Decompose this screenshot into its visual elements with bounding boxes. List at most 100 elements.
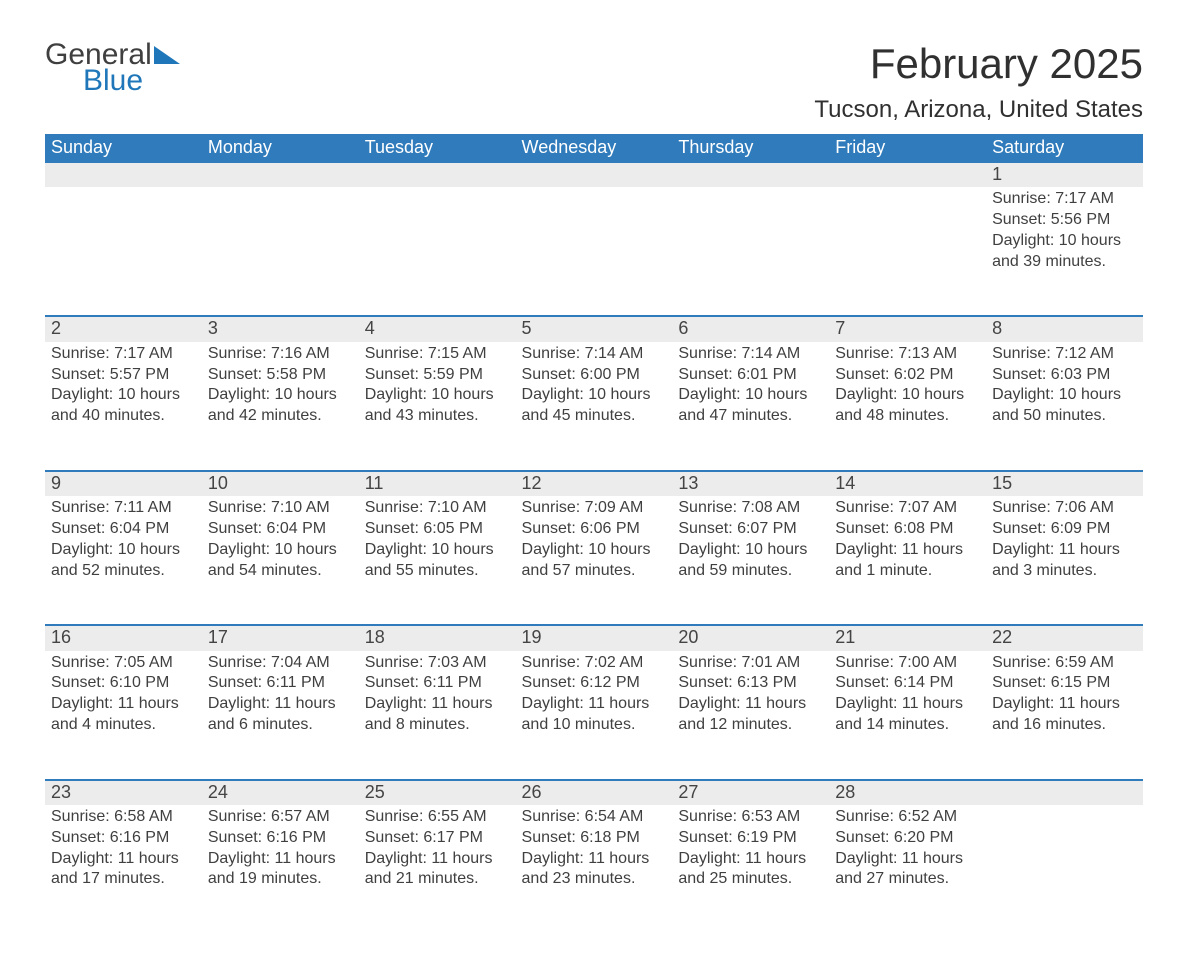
daylight-text: Daylight: 11 hours and 27 minutes. bbox=[835, 849, 980, 891]
day-info: Sunrise: 7:10 AMSunset: 6:05 PMDaylight:… bbox=[359, 496, 516, 599]
day-number: 24 bbox=[202, 779, 359, 805]
sunrise-text: Sunrise: 7:16 AM bbox=[208, 344, 353, 365]
sunset-text: Sunset: 6:05 PM bbox=[365, 519, 510, 540]
sunset-text: Sunset: 6:19 PM bbox=[678, 828, 823, 849]
day-number: 3 bbox=[202, 315, 359, 341]
daylight-text: Daylight: 11 hours and 1 minute. bbox=[835, 540, 980, 582]
sunrise-text: Sunrise: 7:08 AM bbox=[678, 498, 823, 519]
sunrise-text: Sunrise: 7:17 AM bbox=[992, 189, 1137, 210]
sunrise-text: Sunrise: 7:11 AM bbox=[51, 498, 196, 519]
day-info: Sunrise: 7:07 AMSunset: 6:08 PMDaylight:… bbox=[829, 496, 986, 599]
sunset-text: Sunset: 6:08 PM bbox=[835, 519, 980, 540]
day-number: 8 bbox=[986, 315, 1143, 341]
daylight-text: Daylight: 10 hours and 39 minutes. bbox=[992, 231, 1137, 273]
day-info: Sunrise: 7:16 AMSunset: 5:58 PMDaylight:… bbox=[202, 342, 359, 445]
daylight-text: Daylight: 11 hours and 21 minutes. bbox=[365, 849, 510, 891]
brand-text: General Blue bbox=[45, 40, 152, 96]
sunset-text: Sunset: 6:18 PM bbox=[522, 828, 667, 849]
daylight-text: Daylight: 10 hours and 55 minutes. bbox=[365, 540, 510, 582]
sunset-text: Sunset: 5:58 PM bbox=[208, 365, 353, 386]
daylight-text: Daylight: 11 hours and 4 minutes. bbox=[51, 694, 196, 736]
day-number: 22 bbox=[986, 624, 1143, 650]
day-number: . bbox=[45, 161, 202, 187]
sunrise-text: Sunrise: 6:55 AM bbox=[365, 807, 510, 828]
day-number: 10 bbox=[202, 470, 359, 496]
daylight-text: Daylight: 10 hours and 59 minutes. bbox=[678, 540, 823, 582]
day-info: Sunrise: 7:14 AMSunset: 6:00 PMDaylight:… bbox=[516, 342, 673, 445]
sunset-text: Sunset: 5:57 PM bbox=[51, 365, 196, 386]
daylight-text: Daylight: 11 hours and 23 minutes. bbox=[522, 849, 667, 891]
day-info: Sunrise: 7:04 AMSunset: 6:11 PMDaylight:… bbox=[202, 651, 359, 754]
day-info: Sunrise: 7:15 AMSunset: 5:59 PMDaylight:… bbox=[359, 342, 516, 445]
weekday-header: Sunday bbox=[45, 134, 202, 161]
daylight-text: Daylight: 10 hours and 45 minutes. bbox=[522, 385, 667, 427]
day-number: 4 bbox=[359, 315, 516, 341]
day-number: 5 bbox=[516, 315, 673, 341]
sunrise-text: Sunrise: 6:59 AM bbox=[992, 653, 1137, 674]
daylight-text: Daylight: 10 hours and 50 minutes. bbox=[992, 385, 1137, 427]
day-number: 28 bbox=[829, 779, 986, 805]
daylight-text: Daylight: 10 hours and 54 minutes. bbox=[208, 540, 353, 582]
day-info: Sunrise: 7:13 AMSunset: 6:02 PMDaylight:… bbox=[829, 342, 986, 445]
day-info: Sunrise: 7:17 AMSunset: 5:56 PMDaylight:… bbox=[986, 187, 1143, 290]
daylight-text: Daylight: 11 hours and 14 minutes. bbox=[835, 694, 980, 736]
day-info: Sunrise: 6:59 AMSunset: 6:15 PMDaylight:… bbox=[986, 651, 1143, 754]
sunset-text: Sunset: 6:06 PM bbox=[522, 519, 667, 540]
month-title: February 2025 bbox=[814, 40, 1143, 88]
day-number: 19 bbox=[516, 624, 673, 650]
day-number: 12 bbox=[516, 470, 673, 496]
weekday-header: Friday bbox=[829, 134, 986, 161]
sunset-text: Sunset: 6:11 PM bbox=[208, 673, 353, 694]
sunrise-text: Sunrise: 7:14 AM bbox=[678, 344, 823, 365]
brand-logo: General Blue bbox=[45, 40, 180, 96]
day-info: Sunrise: 7:17 AMSunset: 5:57 PMDaylight:… bbox=[45, 342, 202, 445]
day-info: Sunrise: 7:11 AMSunset: 6:04 PMDaylight:… bbox=[45, 496, 202, 599]
sunrise-text: Sunrise: 7:10 AM bbox=[208, 498, 353, 519]
sunrise-text: Sunrise: 7:00 AM bbox=[835, 653, 980, 674]
brand-word2: Blue bbox=[83, 66, 152, 96]
sunset-text: Sunset: 6:20 PM bbox=[835, 828, 980, 849]
day-number: 15 bbox=[986, 470, 1143, 496]
day-info: Sunrise: 6:53 AMSunset: 6:19 PMDaylight:… bbox=[672, 805, 829, 908]
calendar-table: SundayMondayTuesdayWednesdayThursdayFrid… bbox=[45, 134, 1143, 933]
sunrise-text: Sunrise: 7:14 AM bbox=[522, 344, 667, 365]
day-number: 20 bbox=[672, 624, 829, 650]
day-info: Sunrise: 7:10 AMSunset: 6:04 PMDaylight:… bbox=[202, 496, 359, 599]
sunset-text: Sunset: 6:04 PM bbox=[51, 519, 196, 540]
day-info: Sunrise: 7:05 AMSunset: 6:10 PMDaylight:… bbox=[45, 651, 202, 754]
sunrise-text: Sunrise: 7:05 AM bbox=[51, 653, 196, 674]
sunset-text: Sunset: 6:10 PM bbox=[51, 673, 196, 694]
daylight-text: Daylight: 11 hours and 3 minutes. bbox=[992, 540, 1137, 582]
daylight-text: Daylight: 10 hours and 40 minutes. bbox=[51, 385, 196, 427]
daylight-text: Daylight: 11 hours and 16 minutes. bbox=[992, 694, 1137, 736]
daylight-text: Daylight: 10 hours and 52 minutes. bbox=[51, 540, 196, 582]
weekday-header: Monday bbox=[202, 134, 359, 161]
day-number: . bbox=[516, 161, 673, 187]
day-number: 11 bbox=[359, 470, 516, 496]
sunset-text: Sunset: 6:16 PM bbox=[208, 828, 353, 849]
daylight-text: Daylight: 10 hours and 42 minutes. bbox=[208, 385, 353, 427]
day-number: 13 bbox=[672, 470, 829, 496]
day-number: . bbox=[986, 779, 1143, 805]
day-number: . bbox=[672, 161, 829, 187]
day-number: 18 bbox=[359, 624, 516, 650]
weekday-header: Tuesday bbox=[359, 134, 516, 161]
sunrise-text: Sunrise: 6:57 AM bbox=[208, 807, 353, 828]
sunset-text: Sunset: 6:09 PM bbox=[992, 519, 1137, 540]
sunrise-text: Sunrise: 6:53 AM bbox=[678, 807, 823, 828]
sunrise-text: Sunrise: 7:06 AM bbox=[992, 498, 1137, 519]
day-number: . bbox=[359, 161, 516, 187]
daylight-text: Daylight: 10 hours and 43 minutes. bbox=[365, 385, 510, 427]
day-number: . bbox=[202, 161, 359, 187]
daylight-text: Daylight: 11 hours and 12 minutes. bbox=[678, 694, 823, 736]
weekday-header: Saturday bbox=[986, 134, 1143, 161]
day-info: Sunrise: 7:14 AMSunset: 6:01 PMDaylight:… bbox=[672, 342, 829, 445]
daylight-text: Daylight: 11 hours and 8 minutes. bbox=[365, 694, 510, 736]
day-info: Sunrise: 7:01 AMSunset: 6:13 PMDaylight:… bbox=[672, 651, 829, 754]
daylight-text: Daylight: 11 hours and 19 minutes. bbox=[208, 849, 353, 891]
sunset-text: Sunset: 5:56 PM bbox=[992, 210, 1137, 231]
day-number: . bbox=[829, 161, 986, 187]
day-number: 7 bbox=[829, 315, 986, 341]
weekday-header: Wednesday bbox=[516, 134, 673, 161]
day-info: Sunrise: 6:57 AMSunset: 6:16 PMDaylight:… bbox=[202, 805, 359, 908]
